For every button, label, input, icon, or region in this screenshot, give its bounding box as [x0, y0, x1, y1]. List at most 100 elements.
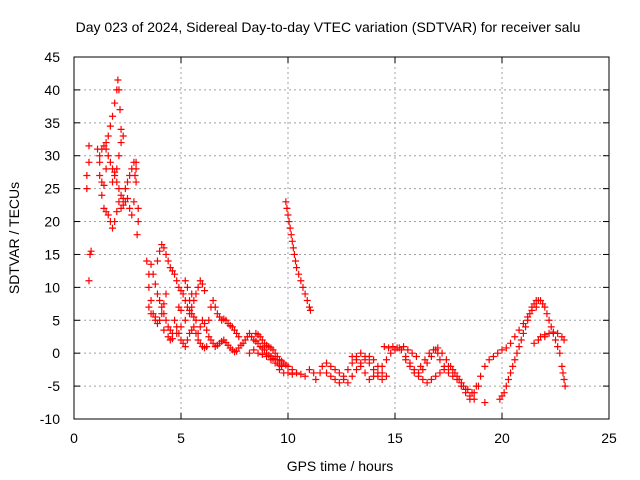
data-point [114, 76, 122, 84]
data-point [205, 316, 213, 324]
series-tracks-late [241, 198, 420, 387]
data-point [374, 369, 382, 377]
data-point [117, 139, 125, 147]
data-point [382, 372, 390, 380]
y-axis-label: SDTVAR / TECUs [6, 182, 22, 294]
data-point [530, 339, 538, 347]
data-point [504, 376, 512, 384]
data-point [301, 290, 309, 298]
series-tracks-mid [143, 241, 247, 356]
data-point [543, 310, 551, 318]
data-point [558, 362, 566, 370]
data-point [434, 344, 442, 352]
axis-ticks [73, 56, 610, 420]
data-point [335, 369, 343, 377]
data-point [106, 158, 114, 166]
data-point [436, 369, 444, 377]
data-point [109, 112, 117, 120]
data-point [380, 343, 388, 351]
x-tick-label: 20 [494, 430, 510, 446]
data-point [102, 165, 110, 173]
data-point [438, 349, 446, 357]
x-axis-label: GPS time / hours [287, 458, 394, 474]
data-point [541, 333, 549, 341]
x-tick-label: 0 [70, 430, 78, 446]
data-point [406, 362, 414, 370]
data-point [293, 264, 301, 272]
data-point [468, 389, 476, 397]
data-point [151, 313, 159, 321]
data-point [410, 369, 418, 377]
data-point [156, 316, 164, 324]
y-tick-label: 25 [44, 181, 60, 197]
data-point [327, 362, 335, 370]
data-point [160, 310, 168, 318]
y-tick-label: 45 [44, 49, 60, 65]
data-point [560, 376, 568, 384]
data-point [156, 297, 164, 305]
data-point [335, 379, 343, 387]
data-point [85, 277, 93, 285]
y-tick-label: 0 [52, 345, 60, 361]
data-point [143, 257, 151, 265]
data-point [331, 366, 339, 374]
data-point [190, 323, 198, 331]
y-tick-label: -5 [48, 378, 61, 394]
data-point [419, 376, 427, 384]
data-point [96, 158, 104, 166]
data-point [305, 366, 313, 374]
data-point [153, 257, 161, 265]
data-point [181, 316, 189, 324]
data-point [250, 346, 258, 354]
data-point [370, 356, 378, 364]
data-point [295, 270, 303, 278]
data-point [198, 280, 206, 288]
data-point [286, 224, 294, 232]
data-point [116, 106, 124, 114]
data-point [513, 349, 521, 357]
grid-lines [74, 57, 609, 419]
data-point [415, 372, 423, 380]
data-point [188, 303, 196, 311]
data-point [263, 352, 271, 360]
data-point [168, 335, 176, 343]
data-point [472, 382, 480, 390]
data-point [442, 356, 450, 364]
data-point [502, 344, 510, 352]
data-point [181, 343, 189, 351]
series-tracks-evening [380, 297, 569, 407]
data-point [134, 218, 142, 226]
y-tick-label: -10 [40, 411, 60, 427]
data-point [561, 382, 569, 390]
data-point [552, 336, 559, 344]
data-point [361, 352, 369, 360]
data-point [147, 260, 155, 268]
data-point [421, 356, 429, 364]
data-point [235, 333, 243, 341]
data-point [186, 297, 194, 305]
data-point [417, 362, 425, 370]
y-tick-label: 15 [44, 246, 60, 262]
data-point [83, 185, 91, 193]
data-point [201, 320, 209, 328]
data-point [109, 224, 117, 232]
data-point [447, 362, 455, 370]
data-point [389, 343, 397, 351]
data-point [179, 290, 187, 298]
data-point [119, 132, 127, 140]
data-point [524, 316, 532, 324]
data-point [423, 379, 431, 387]
data-point [86, 250, 94, 258]
data-point [348, 372, 356, 380]
x-tick-label: 25 [601, 430, 617, 446]
data-point [153, 290, 161, 298]
data-point [560, 336, 568, 344]
data-point [299, 283, 307, 291]
data-point [121, 185, 129, 193]
data-point [173, 277, 181, 285]
data-point [284, 369, 292, 377]
x-tick-label: 5 [177, 430, 185, 446]
data-point [534, 336, 542, 344]
data-point [547, 323, 555, 331]
